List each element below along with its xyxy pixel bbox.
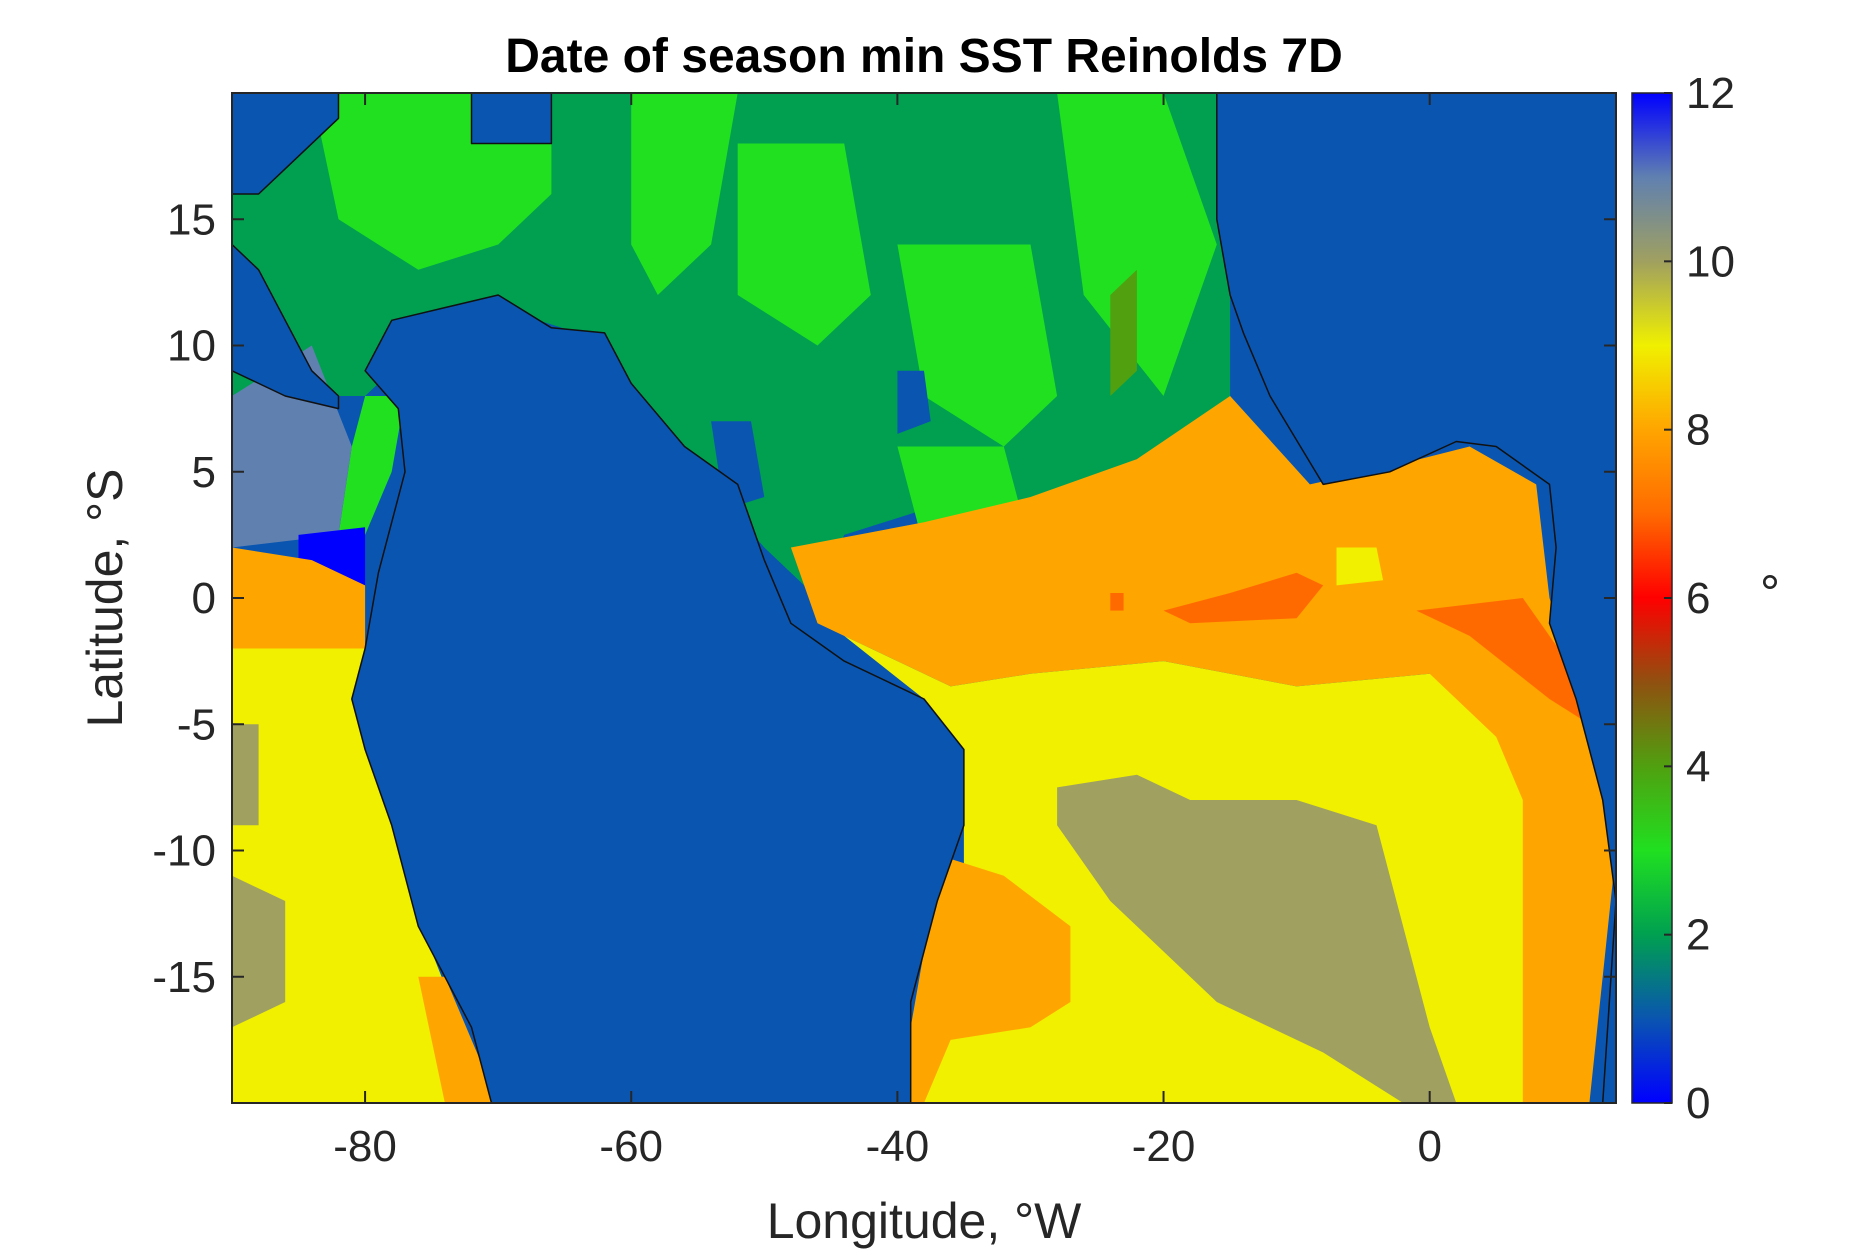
sst-region-north-bright-4 bbox=[897, 244, 1058, 447]
y-tick-label: 5 bbox=[192, 448, 216, 497]
y-tick-label: 15 bbox=[167, 195, 216, 244]
sst-region-pacific-khaki-2 bbox=[232, 875, 286, 1028]
colorbar-tick-label: 2 bbox=[1686, 911, 1710, 960]
sst-region-atlantic-yellow-blob bbox=[1336, 547, 1384, 586]
colorbar-tick-label: 12 bbox=[1686, 69, 1735, 118]
sst-region-north-bright-3 bbox=[737, 143, 871, 346]
sst-region-atlantic-orange bbox=[790, 396, 1616, 1103]
land-caribbean-patch bbox=[470, 93, 553, 145]
x-tick-label: 0 bbox=[1417, 1122, 1441, 1171]
x-tick-label: -60 bbox=[599, 1122, 663, 1171]
sst-region-pacific-khaki-1 bbox=[232, 724, 259, 826]
sst-region-north-bright-2 bbox=[631, 93, 738, 295]
y-tick-label: 10 bbox=[167, 322, 216, 371]
colorbar-tick-label: 4 bbox=[1686, 742, 1710, 791]
colorbar-tick-label: 10 bbox=[1686, 237, 1735, 286]
x-axis-ticks: -80 -60 -40 -20 0 bbox=[333, 93, 1442, 1171]
land-gulf-of-mexico bbox=[232, 93, 340, 195]
y-axis-label: Latitude, °S bbox=[77, 468, 133, 727]
x-axis-label: Longitude, °W bbox=[767, 1193, 1082, 1249]
sst-region-atlantic-red-2 bbox=[1416, 598, 1590, 725]
land-africa bbox=[1216, 93, 1616, 1103]
sst-region-north-olive-strip bbox=[1110, 269, 1137, 396]
x-tick-label: -80 bbox=[333, 1122, 397, 1171]
land-central-america-pacific bbox=[232, 243, 340, 410]
sst-region-atlantic-red-dot bbox=[1110, 593, 1124, 611]
x-tick-label: -40 bbox=[866, 1122, 930, 1171]
y-axis-ticks: -15 -10 -5 0 5 10 15 bbox=[152, 195, 1616, 1002]
y-tick-label: 0 bbox=[192, 574, 216, 623]
colorbar-tick-label: 0 bbox=[1686, 1079, 1710, 1128]
sst-region-north-blue-blob-1 bbox=[897, 370, 931, 434]
x-tick-label: -20 bbox=[1132, 1122, 1196, 1171]
y-tick-label: -15 bbox=[152, 953, 216, 1002]
landmasses bbox=[232, 93, 1616, 1103]
sst-region-north-bright-5 bbox=[1057, 93, 1217, 396]
sst-region-pacific-orange-coast bbox=[418, 976, 499, 1103]
sst-region-atlantic-red-1 bbox=[1163, 572, 1324, 624]
colorbar-tick-label: 6 bbox=[1686, 574, 1710, 623]
sst-region-atlantic-orange-2 bbox=[897, 850, 1071, 1103]
colorbar-tick-label: 8 bbox=[1686, 406, 1710, 455]
sst-region-pacific-orange-band bbox=[232, 547, 366, 649]
y-tick-label: -5 bbox=[177, 700, 216, 749]
chart-title: Date of season min SST Reinolds 7D bbox=[505, 30, 1343, 83]
colorbar-ticks: 0 2 4 6 8 10 12 bbox=[1664, 69, 1735, 1128]
sst-region-atlantic-khaki bbox=[1057, 774, 1457, 1103]
y-tick-label: -10 bbox=[152, 827, 216, 876]
land-south-america bbox=[351, 294, 965, 1103]
colorbar-label: ° bbox=[1760, 565, 1780, 621]
sst-region-pacific-green-strip bbox=[338, 396, 405, 535]
